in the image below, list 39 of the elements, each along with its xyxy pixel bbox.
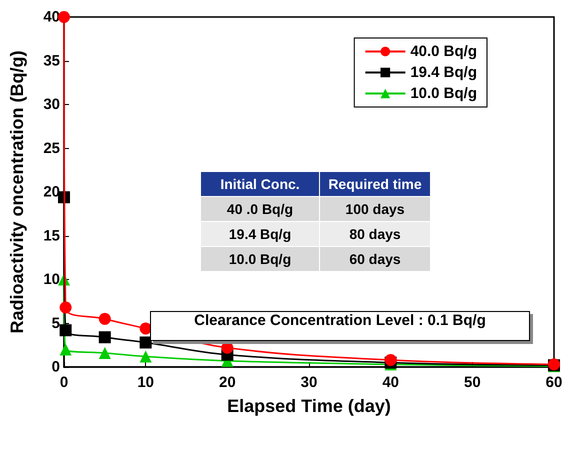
point [60,302,72,314]
legend-label: 10.0 Bq/g [410,85,477,102]
point [58,11,70,23]
legend-label: 40.0 Bq/g [410,43,477,60]
x-tick-label: 50 [464,374,481,391]
annotation: 10.0 Bq/g [200,246,320,272]
point [60,344,72,356]
y-axis-title: Radioactivity oncentration (Bq/g) [7,50,27,334]
y-tick-label: 40 [43,8,60,26]
y-tick-label: 20 [43,184,60,200]
x-tick-label: 10 [137,374,154,391]
annotation: Required time [320,172,430,196]
point [60,324,72,336]
annotation: Initial Conc. [200,172,320,196]
point [140,350,152,362]
point [98,312,111,325]
annotation: 19.4 Bq/g [200,222,320,246]
y-tick-label: 15 [43,227,60,244]
x-axis-title: Elapsed Time (day) [227,396,391,416]
x-tick-label: 60 [546,374,562,391]
y-tick-label: 30 [43,96,60,113]
annotation: 100 days [320,196,430,222]
x-tick-label: 30 [300,374,318,391]
annotation: 40 .0 Bq/g [200,196,320,222]
note-box: Clearance Concentration Level : 0.1 Bq/g [150,311,530,341]
point [98,331,111,344]
y-tick-label: 25 [43,140,60,157]
legend-label: 19.4 Bq/g [410,64,477,81]
y-tick-label: 5 [52,314,60,332]
point [98,347,111,359]
y-tick-label: 35 [43,52,60,70]
x-tick-label: 40 [382,374,400,391]
annotation: 60 days [320,246,430,272]
y-tick-label: 0 [52,358,60,376]
annotation: 80 days [320,222,430,246]
x-tick-label: 20 [218,374,236,391]
point [140,336,152,348]
point [384,354,397,366]
y-tick-label: 10 [43,271,60,288]
